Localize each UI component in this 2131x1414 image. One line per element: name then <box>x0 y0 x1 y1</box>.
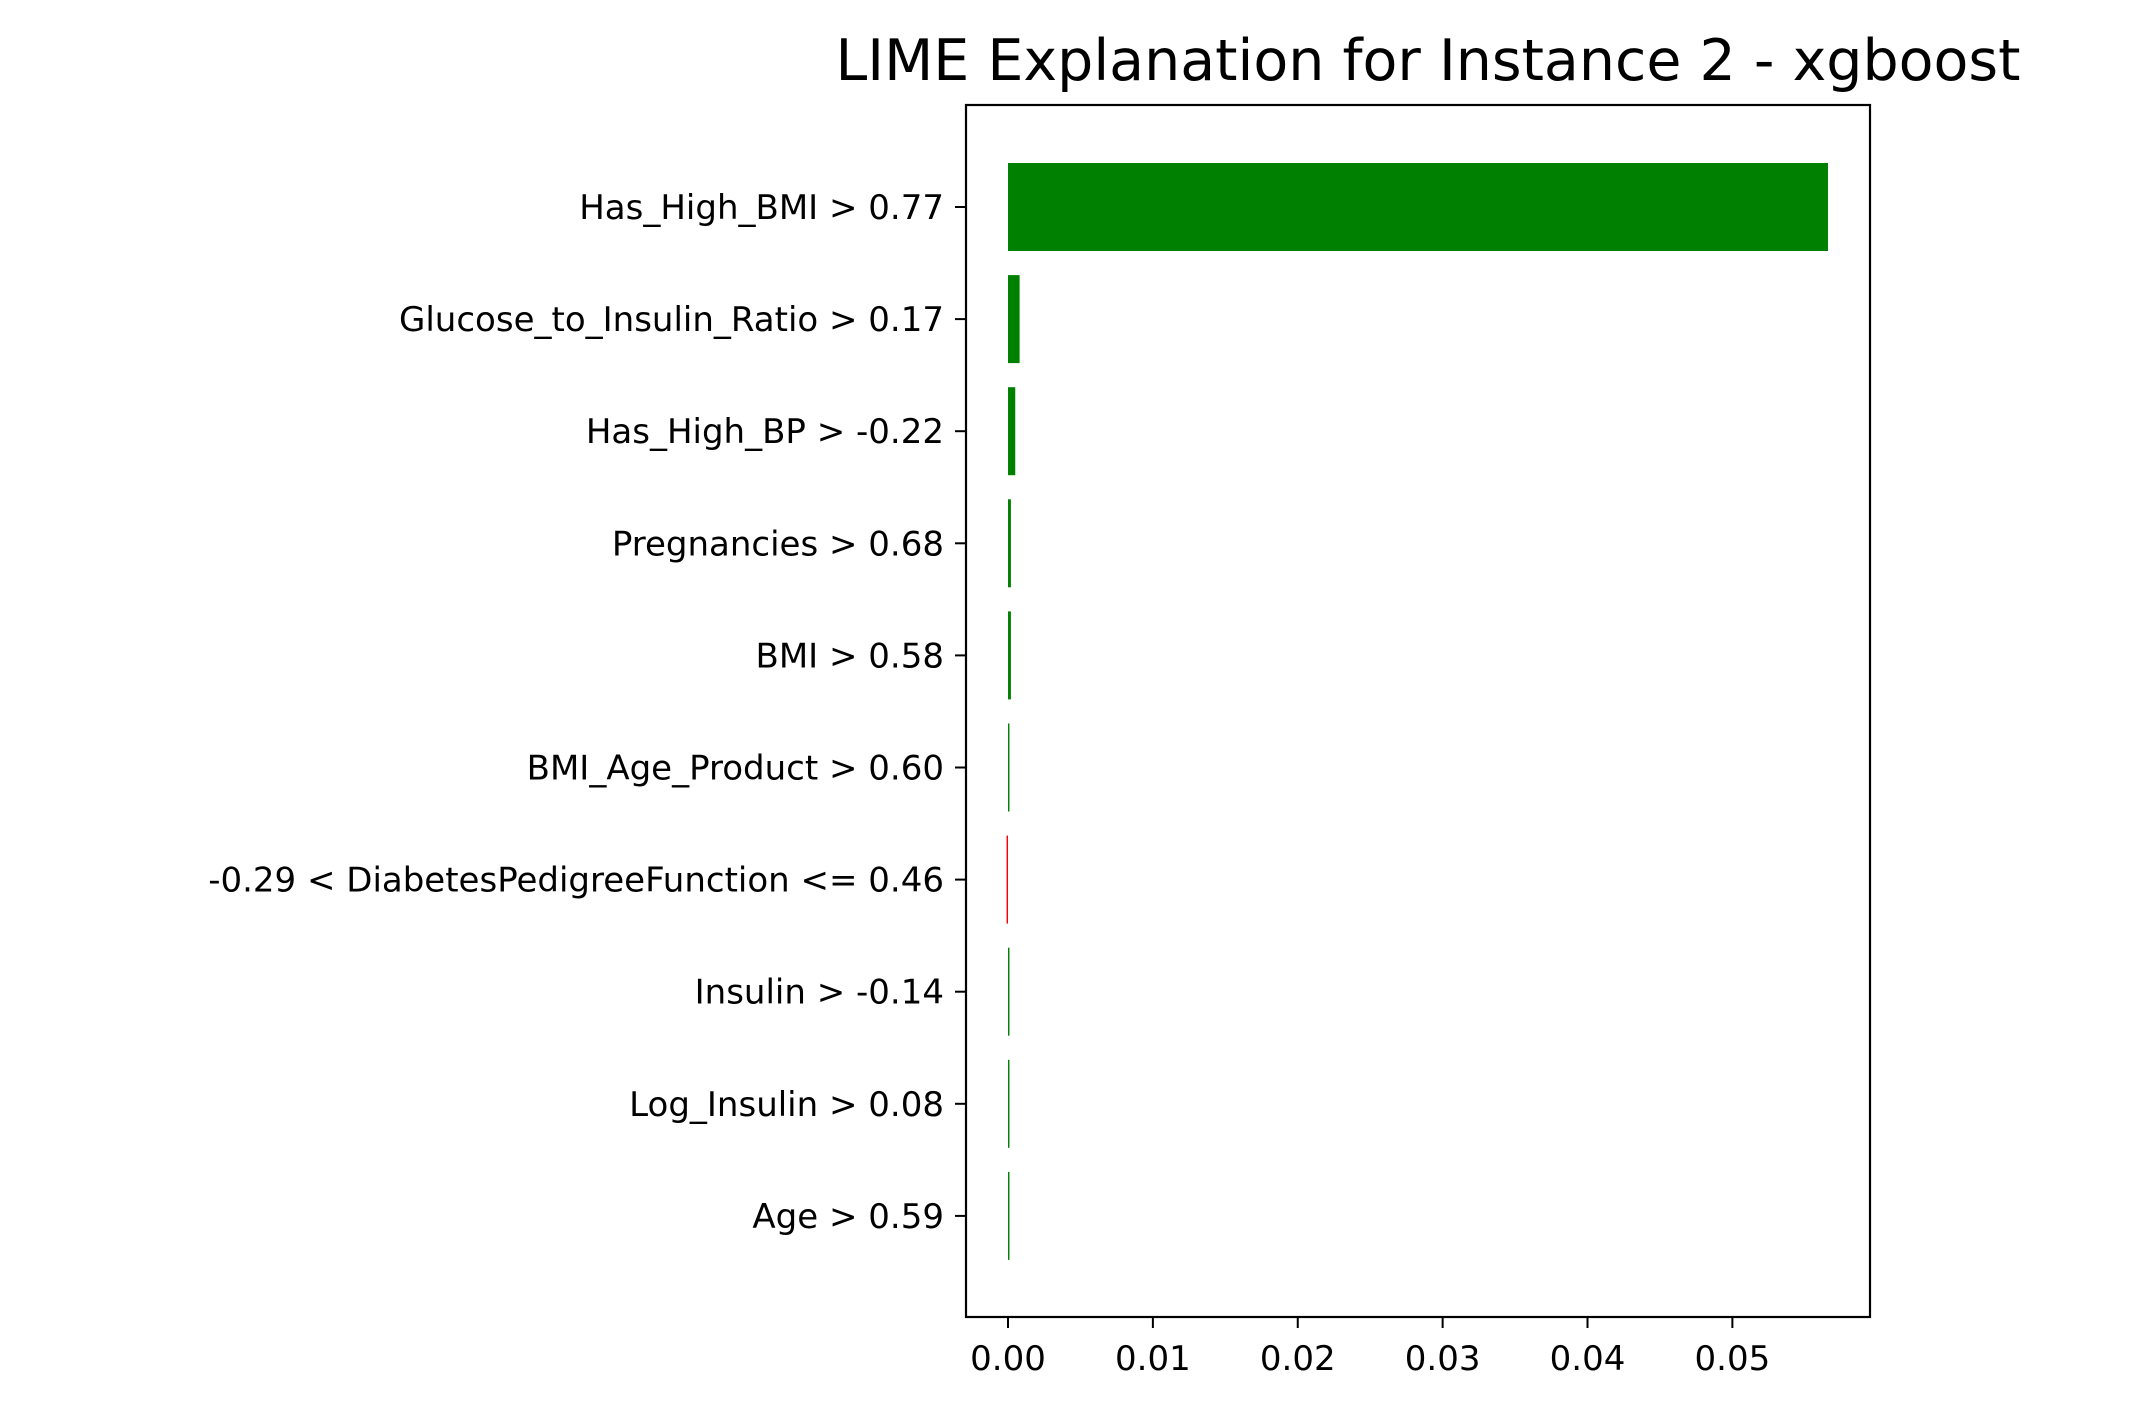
x-axis-ticks: 0.00 0.01 0.02 0.03 0.04 0.05 <box>970 1317 1770 1379</box>
x-tick-label: 0.03 <box>1405 1339 1481 1379</box>
bar-6 <box>1008 723 1010 812</box>
x-tick-label: 0.04 <box>1550 1339 1626 1379</box>
bar-1 <box>1008 163 1828 251</box>
x-tick-label: 0.05 <box>1695 1339 1771 1379</box>
bar-5 <box>1008 611 1011 700</box>
y-axis-labels: Has_High_BMI > 0.77 Glucose_to_Insulin_Ra… <box>208 188 966 1237</box>
category-label: Has_High_BMI > 0.77 <box>579 188 944 228</box>
x-tick-label: 0.02 <box>1260 1339 1336 1379</box>
bar-10 <box>1008 1171 1010 1260</box>
bars-group <box>1006 163 1828 1260</box>
category-label: BMI_Age_Product > 0.60 <box>527 749 944 789</box>
category-label: Pregnancies > 0.68 <box>612 524 944 564</box>
bar-9 <box>1008 1059 1010 1148</box>
category-label: Glucose_to_Insulin_Ratio > 0.17 <box>399 300 944 340</box>
bar-8 <box>1008 947 1010 1036</box>
chart-title: LIME Explanation for Instance 2 - xgboos… <box>836 28 2021 94</box>
category-label: Has_High_BP > -0.22 <box>586 412 944 452</box>
axes-frame <box>964 103 1872 1319</box>
bar-7 <box>1006 835 1009 924</box>
category-label: BMI > 0.58 <box>756 636 945 676</box>
category-label: Insulin > -0.14 <box>695 973 944 1013</box>
x-tick-label: 0.01 <box>1115 1339 1191 1379</box>
x-tick-label: 0.00 <box>970 1339 1046 1379</box>
category-label: -0.29 < DiabetesPedigreeFunction <= 0.46 <box>208 861 944 901</box>
bar-2 <box>1008 275 1020 364</box>
category-label: Age > 0.59 <box>752 1197 944 1237</box>
bar-4 <box>1008 499 1011 588</box>
category-label: Log_Insulin > 0.08 <box>629 1085 944 1125</box>
bar-3 <box>1008 387 1016 476</box>
